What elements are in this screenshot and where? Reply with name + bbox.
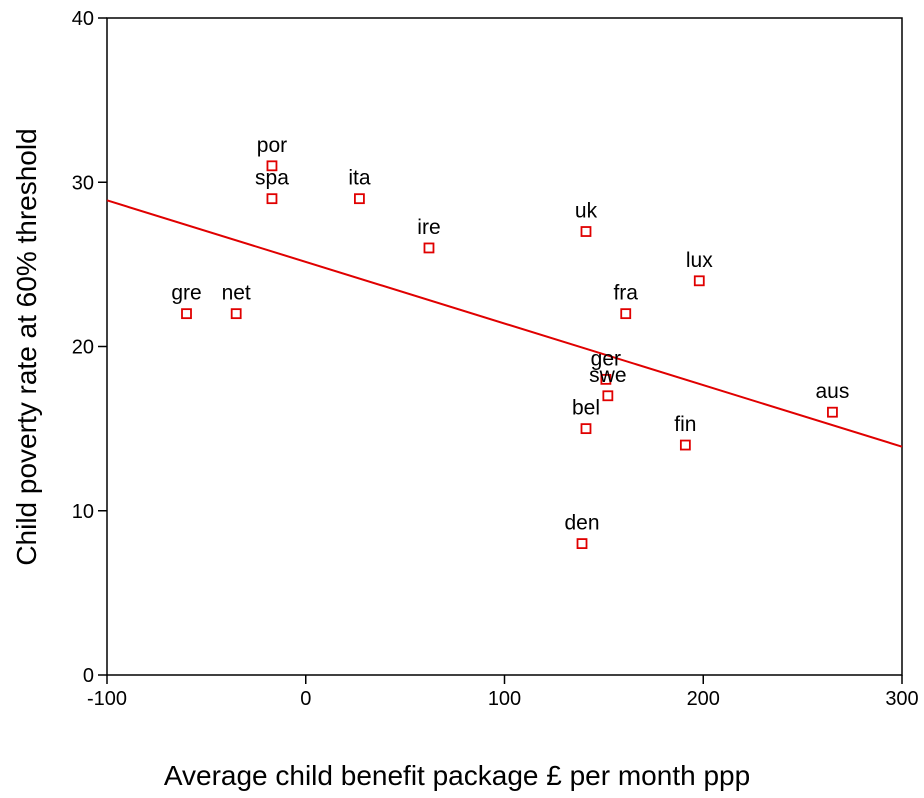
trend-line-group	[106, 199, 903, 448]
plot-area-frame	[106, 17, 903, 676]
x-tick-label: 100	[488, 688, 521, 710]
data-point-fin	[679, 439, 691, 451]
data-point-ita	[354, 193, 365, 205]
data-point-aus	[827, 406, 838, 418]
point-label-por: por	[257, 134, 287, 157]
point-label-gre: gre	[171, 282, 201, 305]
data-point-por	[266, 160, 278, 172]
y-tick-label: 10	[72, 501, 94, 523]
data-point-ire	[423, 242, 435, 254]
y-tick-label: 0	[83, 665, 94, 687]
point-label-fin: fin	[674, 413, 696, 436]
data-point-net	[230, 308, 242, 320]
data-point-fra	[620, 308, 632, 320]
point-label-ita: ita	[348, 167, 371, 190]
y-tick-label: 40	[72, 8, 94, 30]
point-label-lux: lux	[686, 249, 713, 272]
data-point-swe	[602, 390, 614, 402]
x-tick-label: 300	[885, 688, 918, 710]
data-point-bel	[580, 423, 592, 435]
x-tick-label: -100	[87, 688, 127, 710]
x-axis-title: Average child benefit package £ per mont…	[164, 760, 750, 791]
data-point-uk	[580, 226, 592, 237]
trend-line	[106, 199, 903, 448]
point-label-swe: swe	[589, 364, 626, 387]
data-point-ger	[600, 373, 612, 385]
point-label-bel: bel	[572, 397, 600, 420]
x-tick-label: 200	[687, 688, 720, 710]
point-label-spa: spa	[255, 167, 289, 190]
y-tick-label: 30	[72, 172, 94, 194]
data-point-lux	[693, 275, 705, 287]
point-label-aus: aus	[816, 380, 850, 403]
y-tick-label: 20	[72, 337, 94, 359]
point-label-uk: uk	[575, 200, 598, 223]
point-label-ire: ire	[417, 216, 440, 239]
x-tick-label: 0	[300, 688, 311, 710]
y-axis: 0 10 20 30 40	[72, 8, 107, 687]
data-point-den	[576, 538, 588, 549]
point-label-net: net	[222, 282, 251, 305]
data-point-spa	[266, 193, 278, 205]
point-label-fra: fra	[613, 282, 638, 305]
y-axis-title: Child poverty rate at 60% threshold	[11, 128, 42, 565]
point-label-ger: ger	[591, 347, 621, 370]
data-point-gre	[181, 308, 192, 320]
point-label-den: den	[564, 512, 599, 535]
x-axis: -100 0 100 200 300	[87, 675, 919, 710]
